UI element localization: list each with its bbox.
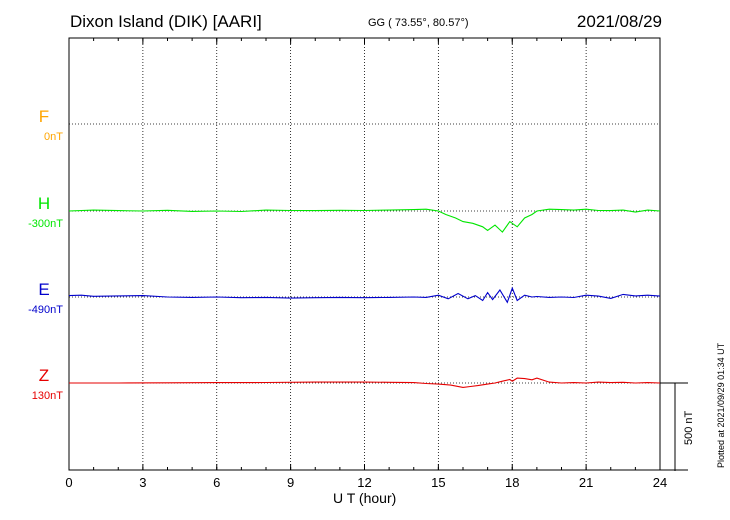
station-title: Dixon Island (DIK) [AARI] bbox=[70, 12, 262, 31]
plot-date: 2021/08/29 bbox=[576, 12, 662, 31]
x-tick-label: 21 bbox=[579, 475, 593, 490]
x-tick-label: 6 bbox=[213, 475, 220, 490]
x-tick-label: 12 bbox=[357, 475, 371, 490]
x-tick-label: 15 bbox=[431, 475, 445, 490]
panel-label-f: F bbox=[39, 107, 49, 126]
x-tick-label: 0 bbox=[65, 475, 72, 490]
series-line-z bbox=[69, 377, 661, 388]
panel-offset-e: -490nT bbox=[28, 304, 63, 316]
x-axis-label: U T (hour) bbox=[333, 490, 397, 506]
series-line-e bbox=[68, 286, 661, 304]
station-coordinates: GG ( 73.55°, 80.57°) bbox=[368, 17, 469, 29]
panel-offset-f: 0nT bbox=[44, 131, 63, 143]
panel-offset-h: -300nT bbox=[28, 218, 63, 230]
x-tick-label: 3 bbox=[139, 475, 146, 490]
panel-label-h: H bbox=[38, 194, 50, 213]
x-tick-label: 24 bbox=[653, 475, 667, 490]
panel-label-e: E bbox=[38, 280, 49, 299]
x-tick-label: 18 bbox=[505, 475, 519, 490]
scale-bar-label: 500 nT bbox=[683, 410, 695, 445]
panel-offset-z: 130nT bbox=[32, 390, 63, 402]
panel-label-z: Z bbox=[39, 366, 49, 385]
series-line-h bbox=[68, 208, 661, 233]
x-tick-label: 9 bbox=[287, 475, 294, 490]
